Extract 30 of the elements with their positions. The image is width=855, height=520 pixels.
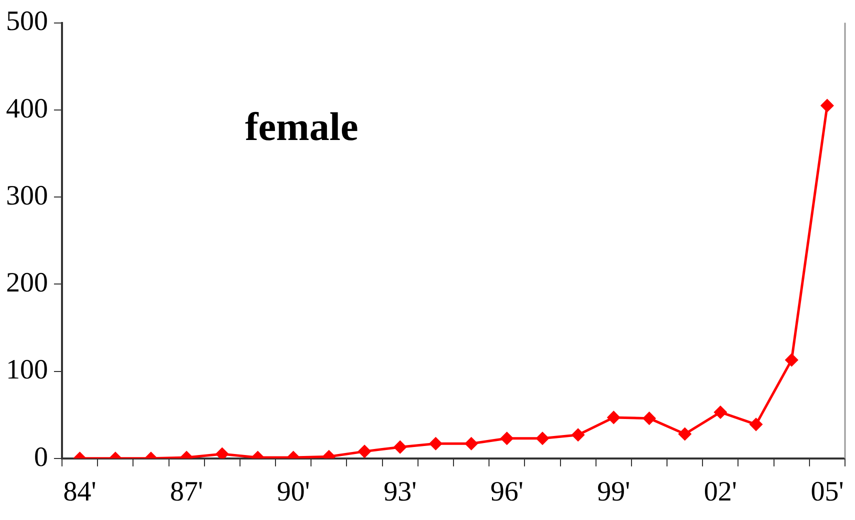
point [358,445,371,458]
y-tick-label: 400 [6,93,48,124]
y-tick-label: 100 [6,354,48,386]
point [607,411,620,424]
x-tick-label: 96' [490,476,524,508]
point [216,448,228,458]
point [465,437,478,450]
x-tick-label: 93' [384,476,417,508]
x-tick-label: 90' [276,476,310,508]
x-tick-label: 05' [810,476,844,508]
text: female [244,104,358,149]
x-tick-label: 02' [704,476,737,508]
y-tick-label: 300 [6,180,48,212]
x-tick-label: 99' [597,476,630,508]
x-tick-label: 87' [170,476,204,508]
point [536,432,549,445]
point [714,406,727,418]
point [785,354,798,366]
y-tick-label: 500 [6,6,48,38]
point [678,428,692,440]
y-tick-label: 0 [34,442,48,473]
point [643,412,656,425]
point [500,432,514,445]
point [572,428,584,442]
y-tick-label: 200 [6,268,48,299]
point [750,418,762,431]
point [429,437,442,450]
point [394,440,406,454]
point [820,99,834,112]
x-tick-label: 84' [63,476,96,508]
